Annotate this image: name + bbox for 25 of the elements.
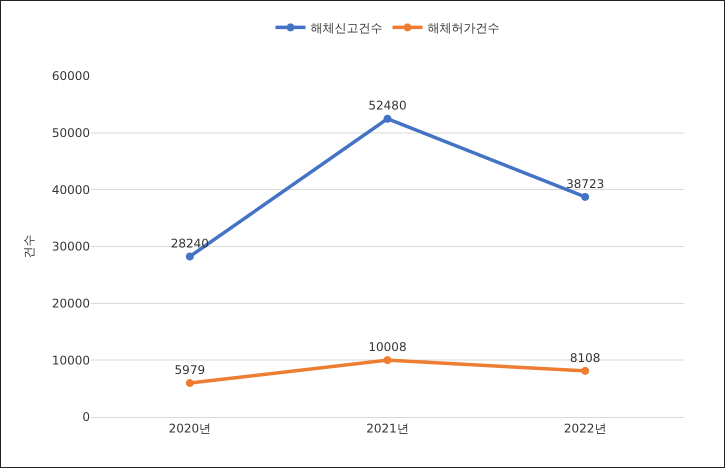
data-label: 8108 (570, 350, 600, 365)
point (581, 366, 590, 375)
legend-label: 해체허가건수 (428, 21, 500, 36)
data-label: 52480 (368, 98, 407, 113)
y-tick-label: 20000 (52, 296, 90, 311)
x-tick-label: 2021년 (366, 421, 409, 436)
y-tick-label: 30000 (52, 240, 90, 254)
point (581, 192, 590, 201)
y-tick-label: 0 (82, 410, 90, 424)
point (384, 114, 392, 123)
y-axis-title: 건수 (22, 234, 36, 258)
point (186, 379, 194, 388)
data-label: 38723 (566, 176, 604, 191)
data-label: 5979 (174, 363, 206, 378)
data-label: 10008 (368, 340, 407, 354)
y-tick-label: 10000 (52, 353, 90, 368)
x-tick-label: 2022년 (564, 421, 606, 436)
legend-label: 해체신고건수 (310, 21, 382, 36)
y-tick-label: 60000 (52, 69, 90, 84)
y-tick-label: 50000 (52, 126, 90, 140)
x-tick-label: 2020년 (168, 421, 212, 436)
point (186, 252, 194, 260)
point (384, 356, 392, 364)
data-label: 28240 (170, 236, 209, 250)
y-tick-label: 40000 (52, 182, 90, 197)
